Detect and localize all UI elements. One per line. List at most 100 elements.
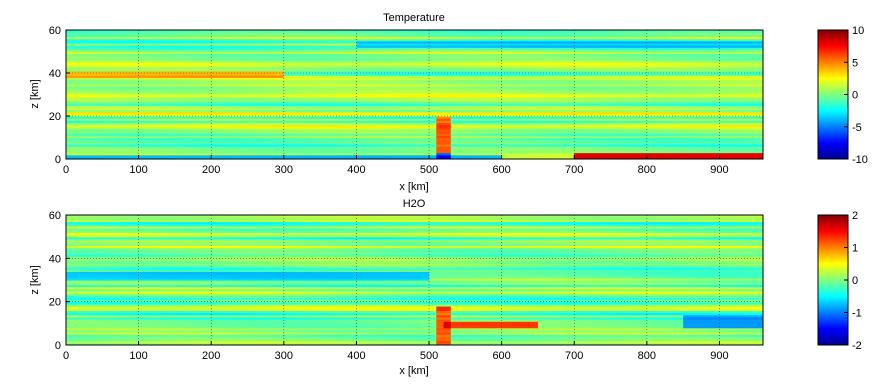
temperature-heatmap-cell: [102, 118, 111, 121]
temperature-heatmap-cell: [109, 47, 118, 50]
temperature-heatmap-cell: [516, 120, 525, 124]
temperature-heatmap-cell: [196, 141, 205, 145]
temperature-heatmap-cell: [661, 98, 670, 102]
temperature-heatmap-cell: [116, 73, 125, 76]
temperature-heatmap-cell: [581, 143, 590, 147]
temperature-heatmap-cell: [668, 98, 677, 102]
temperature-heatmap-cell: [755, 53, 763, 57]
temperature-heatmap-cell: [378, 79, 387, 83]
temperature-heatmap-cell: [87, 133, 96, 136]
temperature-heatmap-cell: [341, 60, 350, 63]
temperature-heatmap-cell: [516, 128, 525, 132]
temperature-heatmap-cell: [399, 92, 408, 96]
temperature-heatmap-cell: [153, 133, 161, 136]
temperature-heatmap-cell: [712, 105, 721, 108]
temperature-heatmap-cell: [755, 68, 763, 72]
temperature-heatmap-cell: [211, 53, 220, 57]
temperature-heatmap-cell: [138, 126, 147, 130]
temperature-heatmap-cell: [182, 103, 191, 106]
temperature-heatmap-cell: [516, 77, 525, 81]
temperature-heatmap-cell: [733, 120, 742, 124]
temperature-heatmap-cell: [240, 150, 249, 154]
temperature-heatmap-cell: [588, 152, 597, 156]
temperature-heatmap-cell: [494, 109, 503, 113]
temperature-heatmap-cell: [269, 49, 278, 53]
temperature-heatmap-cell: [327, 116, 336, 119]
temperature-heatmap-cell: [639, 141, 648, 145]
temperature-heatmap-cell: [516, 113, 525, 117]
temperature-heatmap-cell: [167, 156, 176, 159]
temperature-heatmap-cell: [443, 122, 452, 126]
temperature-heatmap-cell: [116, 81, 125, 85]
temperature-heatmap-cell: [298, 154, 307, 158]
temperature-heatmap-cell: [421, 88, 430, 91]
temperature-heatmap-cell: [552, 47, 561, 50]
temperature-heatmap-cell: [189, 47, 198, 50]
temperature-heatmap-cell: [632, 103, 641, 106]
temperature-heatmap-cell: [712, 92, 721, 96]
temperature-heatmap-cell: [566, 116, 575, 119]
temperature-heatmap-cell: [320, 133, 328, 136]
temperature-heatmap-cell: [675, 64, 684, 68]
temperature-heatmap-cell: [218, 137, 227, 141]
temperature-heatmap-cell: [566, 98, 575, 102]
temperature-heatmap-cell: [690, 70, 699, 74]
temperature-heatmap-cell: [320, 109, 328, 113]
temperature-heatmap-cell: [392, 133, 401, 136]
temperature-heatmap-cell: [429, 124, 437, 128]
temperature-heatmap-cell: [320, 116, 328, 119]
temperature-heatmap-cell: [291, 62, 299, 65]
temperature-heatmap-cell: [574, 53, 583, 57]
temperature-heatmap-cell: [66, 120, 74, 124]
temperature-heatmap-cell: [552, 51, 561, 55]
temperature-heatmap-cell: [407, 137, 416, 141]
temperature-heatmap-cell: [596, 113, 604, 117]
temperature-heatmap-cell: [429, 64, 437, 68]
temperature-heatmap-cell: [109, 146, 118, 149]
temperature-heatmap-cell: [196, 126, 205, 130]
temperature-heatmap-cell: [363, 105, 372, 108]
temperature-heatmap-cell: [312, 139, 321, 143]
temperature-heatmap-cell: [704, 62, 713, 65]
temperature-heatmap-cell: [712, 139, 721, 143]
temperature-heatmap-cell: [262, 146, 270, 149]
temperature-heatmap-cell: [632, 116, 641, 119]
temperature-heatmap-cell: [399, 64, 408, 68]
temperature-heatmap-cell: [320, 100, 328, 104]
temperature-heatmap-cell: [102, 109, 111, 113]
temperature-heatmap-cell: [145, 66, 154, 70]
temperature-heatmap-cell: [625, 53, 633, 57]
temperature-heatmap-cell: [552, 154, 561, 158]
temperature-heatmap-cell: [385, 81, 394, 85]
temperature-heatmap-cell: [232, 128, 241, 132]
temperature-heatmap-cell: [610, 135, 619, 139]
temperature-heatmap-cell: [138, 107, 147, 111]
temperature-heatmap-cell: [610, 81, 619, 85]
temperature-heatmap-cell: [73, 116, 82, 119]
temperature-heatmap-cell: [80, 45, 89, 48]
temperature-heatmap-cell: [596, 139, 604, 143]
temperature-heatmap-cell: [654, 126, 662, 130]
temperature-heatmap-cell: [189, 122, 198, 126]
temperature-heatmap-cell: [414, 47, 423, 50]
temperature-heatmap-cell: [370, 57, 379, 61]
temperature-heatmap-cell: [73, 62, 82, 65]
temperature-heatmap-cell: [748, 51, 757, 55]
temperature-heatmap-cell: [733, 103, 742, 106]
temperature-heatmap-cell: [145, 105, 154, 108]
temperature-heatmap-cell: [80, 152, 89, 156]
temperature-heatmap-cell: [675, 120, 684, 124]
temperature-heatmap-cell: [581, 55, 590, 59]
temperature-heatmap-cell: [131, 152, 140, 156]
temperature-heatmap-cell: [726, 47, 735, 50]
temperature-heatmap-cell: [472, 49, 481, 53]
temperature-heatmap-cell: [625, 98, 633, 102]
temperature-heatmap-cell: [370, 92, 379, 96]
temperature-heatmap-cell: [675, 98, 684, 102]
temperature-heatmap-cell: [102, 141, 111, 145]
temperature-heatmap-cell: [530, 98, 539, 102]
temperature-heatmap-cell: [465, 73, 474, 76]
temperature-heatmap-cell: [632, 79, 641, 83]
temperature-heatmap-cell: [603, 75, 612, 78]
temperature-heatmap-cell: [661, 128, 670, 132]
